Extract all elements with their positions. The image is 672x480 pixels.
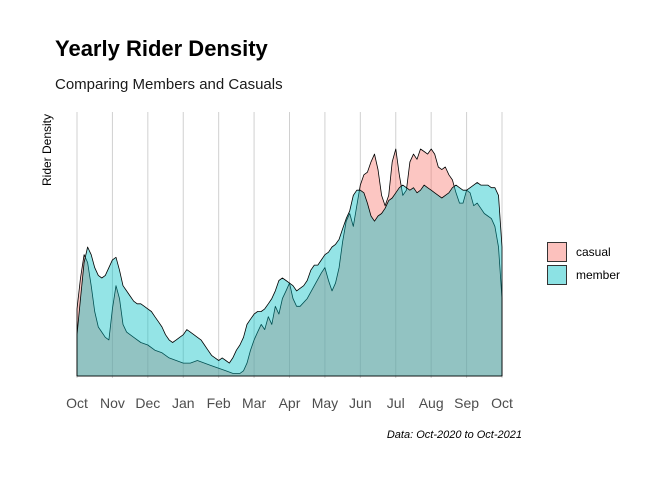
- x-tick-label-4: Feb: [207, 395, 231, 411]
- area-member: [76, 182, 503, 377]
- legend-label-member: member: [576, 267, 621, 282]
- legend-swatch-casual: [547, 241, 567, 262]
- chart-title: Yearly Rider Density: [55, 36, 268, 61]
- x-tick-label-0: Oct: [66, 395, 88, 411]
- x-tick-label-8: Jun: [349, 395, 372, 411]
- x-tick-label-11: Sep: [454, 395, 479, 411]
- legend-label-casual: casual: [576, 244, 611, 259]
- area-casual: [76, 148, 503, 377]
- x-tick-label-2: Dec: [135, 395, 160, 411]
- x-tick-label-6: Apr: [279, 395, 301, 411]
- legend: casual member: [547, 240, 620, 286]
- legend-swatch-member: [547, 264, 567, 285]
- x-tick-label-9: Jul: [387, 395, 405, 411]
- x-tick-label-10: Aug: [419, 395, 444, 411]
- legend-item-casual: casual: [547, 240, 620, 263]
- x-tick-label-5: Mar: [242, 395, 266, 411]
- x-tick-labels: Oct Nov Dec Jan Feb Mar Apr May Jun Jul Aug Sep Oct: [66, 395, 513, 411]
- x-tick-label-12: Oct: [491, 395, 513, 411]
- chart-caption: Data: Oct-2020 to Oct-2021: [386, 429, 522, 441]
- density-areas: [76, 148, 503, 377]
- legend-item-member: member: [547, 263, 620, 286]
- chart-subtitle: Comparing Members and Casuals: [55, 76, 283, 93]
- x-tick-label-3: Jan: [172, 395, 195, 411]
- x-tick-label-7: May: [312, 395, 338, 411]
- x-tick-label-1: Nov: [100, 395, 125, 411]
